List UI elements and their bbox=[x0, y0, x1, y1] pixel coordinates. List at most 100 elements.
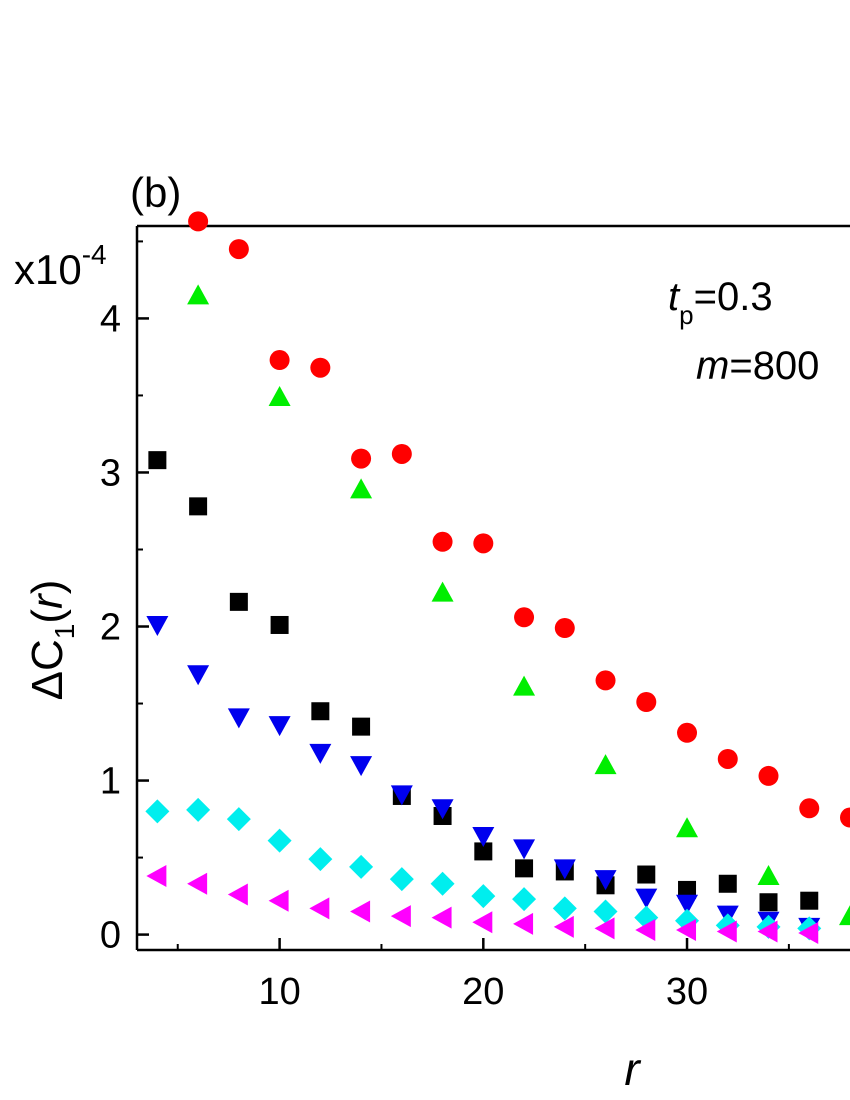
data-point-circle bbox=[514, 607, 535, 628]
data-point-triangle-down bbox=[553, 859, 576, 880]
plot-frame bbox=[135, 224, 850, 952]
data-point-triangle-left bbox=[350, 900, 371, 923]
data-point-triangle-down bbox=[146, 615, 169, 636]
annotation-tp-sub: p bbox=[679, 300, 693, 330]
data-point-triangle-left bbox=[798, 922, 819, 945]
data-point-triangle-down bbox=[635, 888, 658, 909]
data-point-diamond bbox=[471, 884, 496, 909]
data-point-diamond bbox=[145, 799, 170, 824]
data-point-triangle-left bbox=[676, 918, 697, 941]
y-axis-label-var: r bbox=[23, 592, 72, 609]
series-circle bbox=[188, 211, 850, 828]
data-point-square bbox=[515, 859, 534, 878]
data-point-triangle-up bbox=[757, 865, 780, 886]
data-point-triangle-left bbox=[187, 872, 208, 895]
data-point-square bbox=[189, 497, 208, 516]
x-tick-label: 10 bbox=[258, 971, 300, 1013]
data-point-square bbox=[270, 615, 289, 634]
data-point-triangle-left bbox=[513, 912, 534, 935]
data-point-triangle-up bbox=[187, 284, 210, 305]
x-tick-label: 30 bbox=[666, 971, 708, 1013]
annotation-tp: tp=0.3 bbox=[668, 275, 773, 330]
data-point-circle bbox=[310, 357, 331, 378]
data-point-triangle-left bbox=[146, 865, 167, 888]
data-point-diamond bbox=[226, 807, 251, 832]
data-point-square bbox=[800, 891, 819, 910]
data-point-circle bbox=[269, 350, 290, 371]
data-point-triangle-down bbox=[227, 708, 250, 729]
series-triangle-left bbox=[146, 865, 819, 945]
data-point-triangle-down bbox=[350, 756, 373, 777]
data-point-triangle-left bbox=[309, 897, 330, 920]
data-point-triangle-left bbox=[268, 889, 289, 912]
y-axis-label-prefix: ΔC bbox=[23, 639, 72, 700]
data-point-diamond bbox=[308, 847, 333, 872]
data-point-diamond bbox=[349, 854, 374, 879]
data-point-triangle-up bbox=[513, 675, 536, 696]
data-point-triangle-up bbox=[431, 581, 454, 602]
data-point-circle bbox=[840, 807, 850, 828]
data-point-circle bbox=[595, 670, 616, 691]
y-axis-label-subscript: 1 bbox=[49, 624, 80, 640]
y-tick-label: 4 bbox=[100, 298, 121, 340]
annotation-m-value: =800 bbox=[729, 344, 819, 388]
x-axis-label: r bbox=[624, 1043, 641, 1095]
data-point-diamond bbox=[430, 871, 455, 896]
data-point-square bbox=[148, 451, 167, 470]
data-point-circle bbox=[799, 798, 820, 819]
y-multiplier-base: x10 bbox=[14, 246, 82, 293]
data-point-triangle-left bbox=[716, 920, 737, 943]
y-axis-label-open: ( bbox=[23, 609, 72, 624]
data-point-triangle-down bbox=[268, 716, 291, 737]
data-point-square bbox=[352, 717, 371, 736]
data-point-triangle-left bbox=[472, 911, 493, 934]
data-point-triangle-left bbox=[390, 905, 411, 928]
data-point-circle bbox=[432, 531, 453, 552]
data-point-triangle-up bbox=[350, 478, 373, 499]
annotation-m-var: m bbox=[696, 344, 729, 388]
data-point-triangle-down bbox=[594, 870, 617, 891]
data-point-circle bbox=[677, 722, 698, 743]
data-point-circle bbox=[188, 211, 209, 232]
data-point-diamond bbox=[267, 828, 292, 853]
data-point-triangle-down bbox=[309, 743, 332, 764]
data-point-circle bbox=[473, 533, 494, 554]
data-point-triangle-left bbox=[553, 915, 574, 938]
data-point-triangle-left bbox=[757, 920, 778, 943]
data-point-triangle-up bbox=[594, 754, 617, 775]
y-tick-label: 3 bbox=[100, 452, 121, 494]
data-point-triangle-down bbox=[390, 785, 413, 806]
data-point-triangle-up bbox=[268, 385, 291, 406]
data-point-circle bbox=[636, 691, 657, 712]
data-point-circle bbox=[717, 748, 738, 769]
data-point-circle bbox=[351, 448, 372, 469]
y-multiplier-exponent: -4 bbox=[82, 239, 107, 270]
axis-ticks: 10 20 30 0 1 2 3 4 bbox=[100, 240, 790, 1013]
y-tick-label: 1 bbox=[100, 761, 121, 803]
data-point-circle bbox=[554, 618, 575, 639]
y-axis-label: ΔC1(r) bbox=[23, 580, 80, 701]
data-point-circle bbox=[228, 239, 249, 260]
x-tick-label: 20 bbox=[462, 971, 504, 1013]
data-point-triangle-up bbox=[839, 905, 850, 926]
data-point-triangle-up bbox=[676, 817, 699, 838]
y-multiplier: x10-4 bbox=[14, 239, 107, 293]
data-marks bbox=[145, 211, 850, 945]
data-point-diamond bbox=[512, 887, 537, 912]
data-point-diamond bbox=[186, 797, 211, 822]
data-point-circle bbox=[758, 765, 779, 786]
data-point-diamond bbox=[593, 899, 618, 924]
data-point-square bbox=[229, 592, 248, 611]
y-tick-label: 0 bbox=[100, 915, 121, 957]
data-point-square bbox=[678, 880, 697, 899]
data-point-triangle-left bbox=[594, 917, 615, 940]
y-axis-label-close: ) bbox=[23, 580, 72, 595]
data-point-diamond bbox=[552, 896, 577, 921]
annotation-m: m=800 bbox=[696, 344, 819, 388]
panel-label: (b) bbox=[130, 169, 181, 216]
data-point-square bbox=[474, 842, 493, 861]
data-point-triangle-down bbox=[513, 839, 536, 860]
data-point-square bbox=[311, 702, 330, 721]
data-point-triangle-down bbox=[472, 827, 495, 848]
